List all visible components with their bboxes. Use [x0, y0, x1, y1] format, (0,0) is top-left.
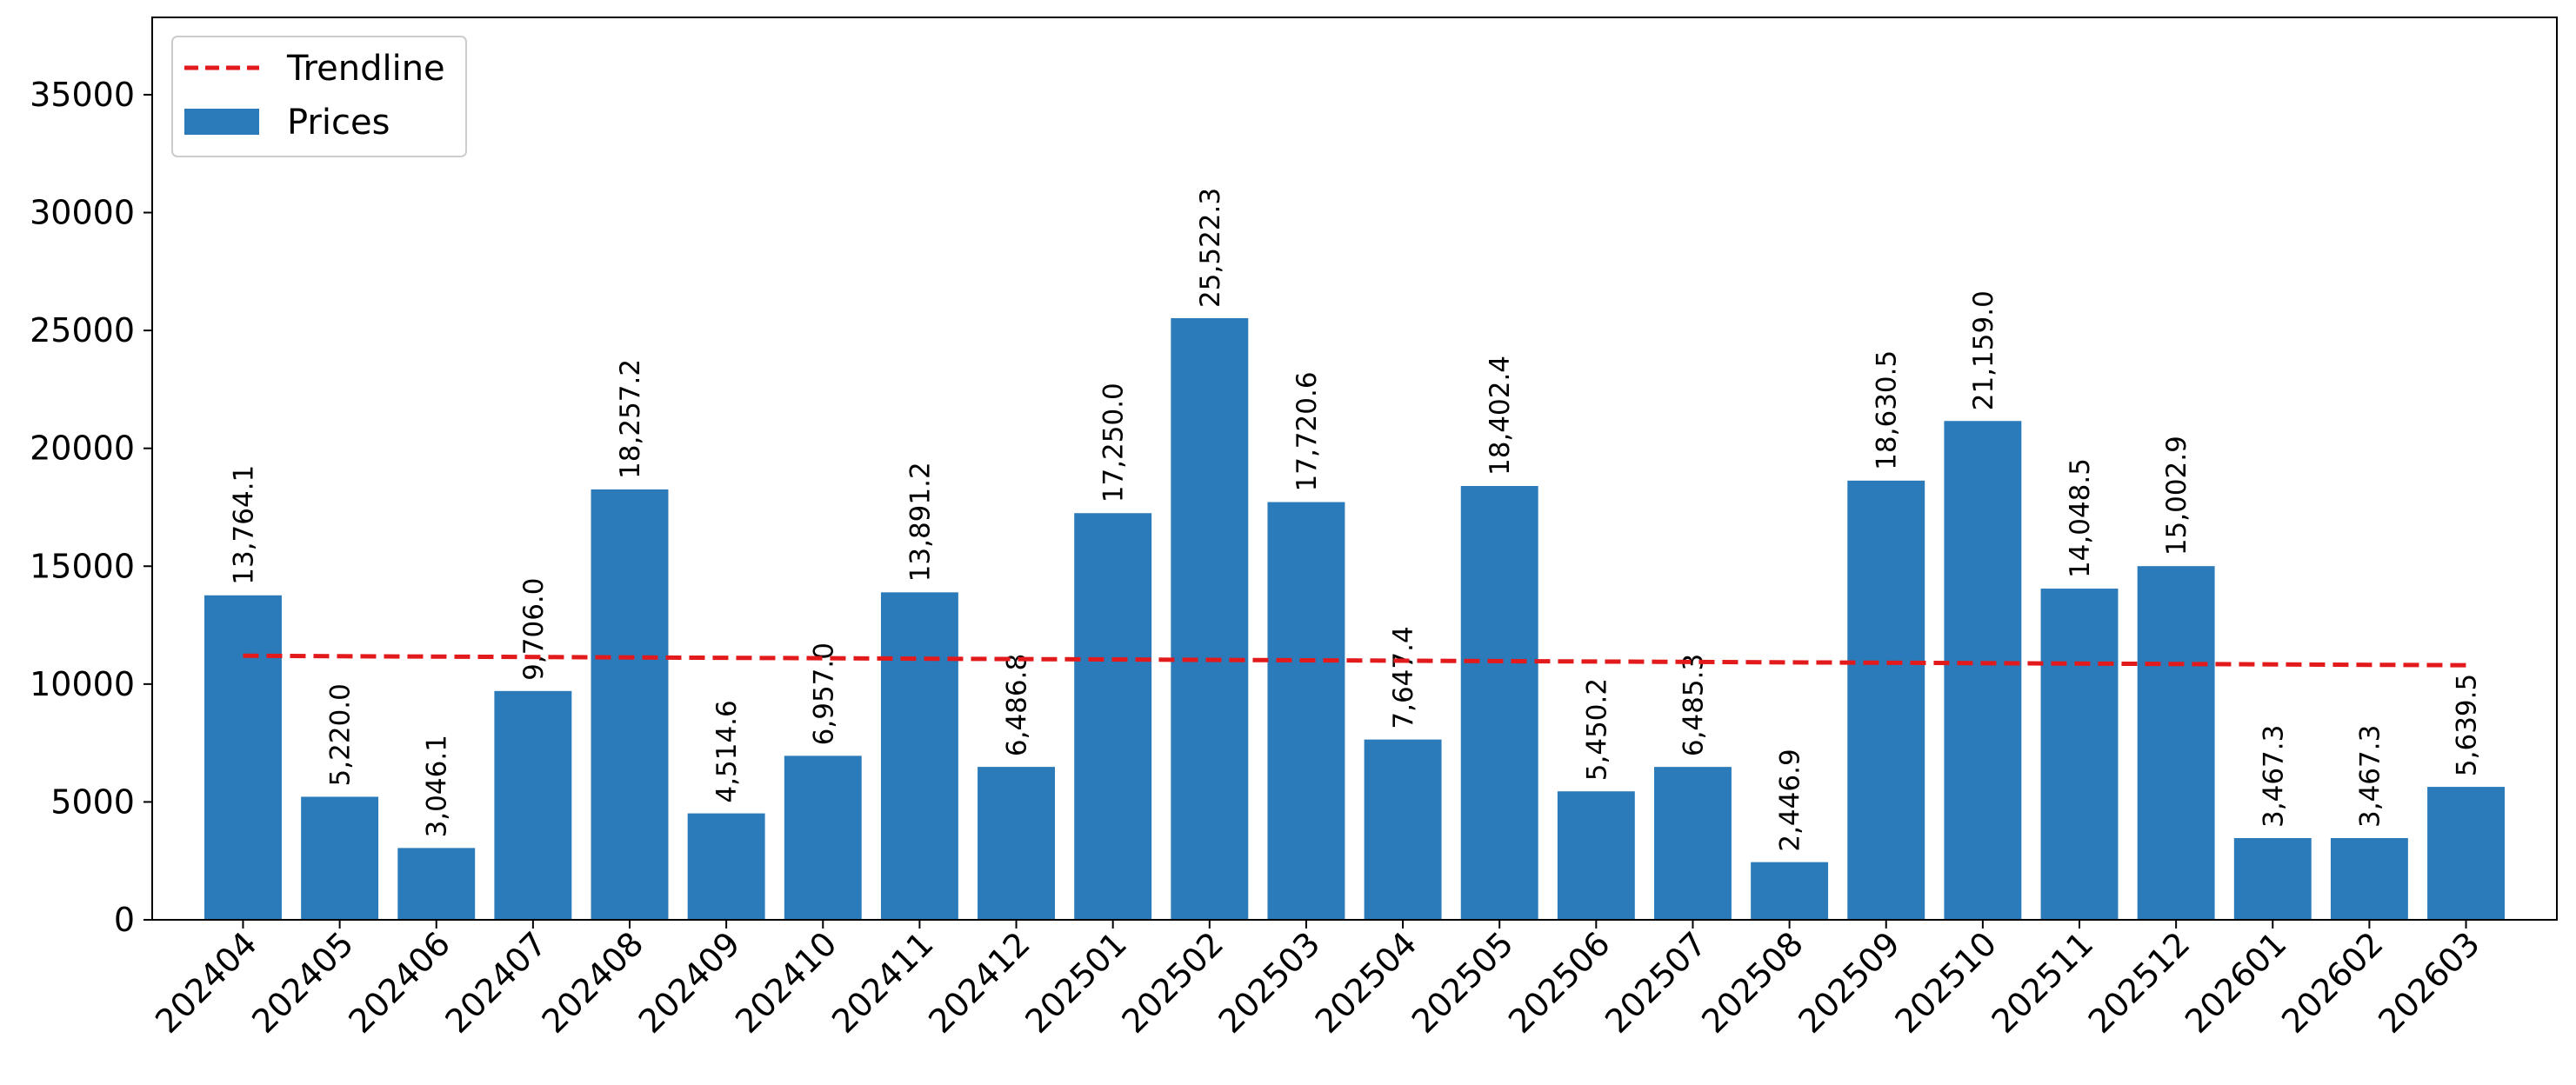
bar-202501 [1074, 513, 1152, 920]
bar-202410 [784, 756, 862, 920]
legend-prices-swatch [184, 109, 259, 135]
x-tick-label-202501: 202501 [1018, 924, 1134, 1041]
y-tick-label-30000: 30000 [30, 194, 135, 232]
bar-labels-group: 13,764.1 5,220.0 3,046.1 9,706.0 18,257.2 4,5… [228, 188, 2482, 852]
bar-value-label-202504: 7,647.4 [1388, 626, 1419, 729]
bar-value-label-202412: 6,486.8 [1002, 654, 1033, 756]
bar-value-label-202602: 3,467.3 [2354, 725, 2386, 828]
bar-202504 [1364, 739, 1442, 920]
bar-value-label-202409: 4,514.6 [711, 700, 743, 802]
x-tick-label-202412: 202412 [921, 924, 1038, 1041]
bar-value-label-202511: 14,048.5 [2065, 458, 2096, 578]
bar-value-label-202407: 9,706.0 [518, 577, 550, 680]
bar-202603 [2427, 787, 2505, 920]
x-tick-label-202503: 202503 [1211, 924, 1328, 1041]
y-tick-label-35000: 35000 [30, 76, 135, 114]
bar-202408 [591, 489, 669, 920]
bar-202506 [1557, 791, 1635, 920]
x-tick-label-202505: 202505 [1405, 924, 1521, 1041]
x-tick-label-202502: 202502 [1114, 924, 1231, 1041]
x-tick-label-202510: 202510 [1888, 924, 2005, 1041]
trendline-group [243, 653, 2466, 668]
bar-202512 [2137, 566, 2215, 920]
x-tick-label-202601: 202601 [2178, 924, 2294, 1041]
plot-frame [151, 17, 2558, 921]
x-tick-label-202509: 202509 [1791, 924, 1907, 1041]
bar-202409 [687, 813, 765, 920]
y-tick-label-5000: 5000 [50, 782, 135, 821]
bar-value-label-202505: 18,402.4 [1485, 356, 1516, 476]
x-tick-label-202407: 202407 [438, 924, 555, 1041]
bar-value-label-202601: 3,467.3 [2258, 725, 2289, 828]
bar-value-label-202508: 2,446.9 [1775, 749, 1806, 851]
bar-202507 [1654, 767, 1732, 920]
bar-value-label-202411: 13,891.2 [904, 462, 936, 582]
bar-202405 [301, 796, 379, 920]
x-tick-label-202411: 202411 [824, 924, 941, 1041]
x-tick-label-202409: 202409 [631, 924, 748, 1041]
x-tick-label-202406: 202406 [341, 924, 457, 1041]
y-tick-label-20000: 20000 [30, 429, 135, 468]
bar-202502 [1171, 317, 1249, 920]
bar-value-label-202509: 18,630.5 [1872, 350, 1903, 470]
x-tick-label-202504: 202504 [1308, 924, 1425, 1041]
bar-202406 [397, 848, 476, 920]
bar-value-label-202510: 21,159.0 [1968, 290, 1999, 410]
legend-label-trendline: Trendline [286, 49, 445, 89]
bar-202411 [880, 592, 958, 920]
x-tick-label-202506: 202506 [1501, 924, 1618, 1041]
bar-value-label-202406: 3,046.1 [422, 735, 453, 837]
x-tick-label-202602: 202602 [2274, 924, 2391, 1041]
bar-202404 [204, 595, 282, 920]
bar-202602 [2330, 837, 2408, 920]
bar-202508 [1751, 862, 1829, 920]
x-tick-label-202511: 202511 [1985, 924, 2101, 1041]
x-tick-label-202410: 202410 [728, 924, 844, 1041]
bars-group [204, 317, 2505, 920]
y-tick-label-0: 0 [114, 901, 135, 939]
x-tick-label-202508: 202508 [1694, 924, 1811, 1041]
y-tick-label-25000: 25000 [30, 311, 135, 349]
x-tick-label-202603: 202603 [2371, 924, 2487, 1041]
x-tick-label-202405: 202405 [244, 924, 361, 1041]
bar-value-label-202603: 5,639.5 [2452, 674, 2483, 776]
trendline [243, 653, 2466, 668]
bar-value-label-202408: 18,257.2 [615, 359, 646, 479]
x-tick-label-202404: 202404 [148, 924, 264, 1041]
bar-value-label-202404: 13,764.1 [228, 465, 259, 585]
bar-202505 [1460, 486, 1538, 920]
bar-value-label-202512: 15,002.9 [2161, 436, 2192, 556]
bar-202601 [2233, 837, 2312, 920]
legend-label-prices: Prices [287, 103, 390, 143]
bar-value-label-202501: 17,250.0 [1098, 383, 1130, 503]
bar-202510 [1944, 421, 2022, 920]
bar-value-label-202507: 6,485.3 [1678, 654, 1709, 756]
legend: Trendline Prices [171, 36, 467, 157]
bar-value-label-202503: 17,720.6 [1291, 371, 1323, 491]
y-tick-label-15000: 15000 [30, 547, 135, 585]
y-tick-label-10000: 10000 [30, 665, 135, 703]
x-tick-label-202507: 202507 [1598, 924, 1714, 1041]
bar-202509 [1847, 480, 1925, 920]
bar-value-label-202405: 5,220.0 [325, 683, 357, 786]
bar-202503 [1267, 502, 1345, 920]
bar-value-label-202502: 25,522.3 [1195, 188, 1226, 308]
x-tick-label-202408: 202408 [535, 924, 651, 1041]
bar-202412 [978, 767, 1055, 920]
bar-202511 [2040, 589, 2119, 920]
bar-202407 [494, 690, 572, 920]
bar-value-label-202506: 5,450.2 [1581, 678, 1612, 781]
x-tick-label-202512: 202512 [2081, 924, 2198, 1041]
